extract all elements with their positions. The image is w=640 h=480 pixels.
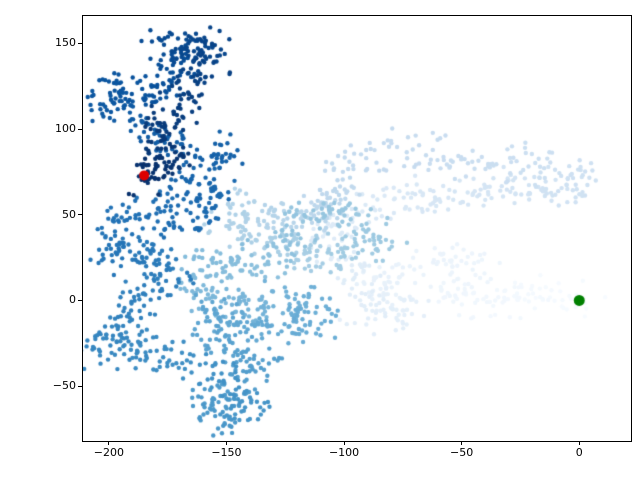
x-tick-mark (461, 441, 463, 445)
x-tick-mark (108, 441, 110, 445)
x-tick-label: 0 (575, 446, 583, 459)
x-tick-mark (578, 441, 580, 445)
x-tick-mark (225, 441, 227, 445)
y-tick-label: 100 (55, 122, 76, 136)
y-tick-mark (78, 299, 82, 301)
x-tick-label: −200 (93, 446, 124, 459)
x-tick-label: −50 (450, 446, 474, 459)
plot-area (82, 15, 632, 442)
x-tick-label: −100 (328, 446, 360, 459)
x-tick-mark (343, 441, 345, 445)
y-tick-mark (78, 128, 82, 130)
y-tick-label: 150 (55, 36, 76, 50)
y-tick-mark (78, 214, 82, 216)
y-tick-label: 0 (69, 293, 76, 307)
x-tick-label: −150 (211, 446, 242, 459)
y-tick-label: 50 (62, 207, 76, 221)
scatter-canvas (83, 16, 631, 441)
y-tick-label: −50 (52, 379, 76, 393)
y-tick-mark (78, 42, 82, 44)
y-tick-mark (78, 385, 82, 387)
